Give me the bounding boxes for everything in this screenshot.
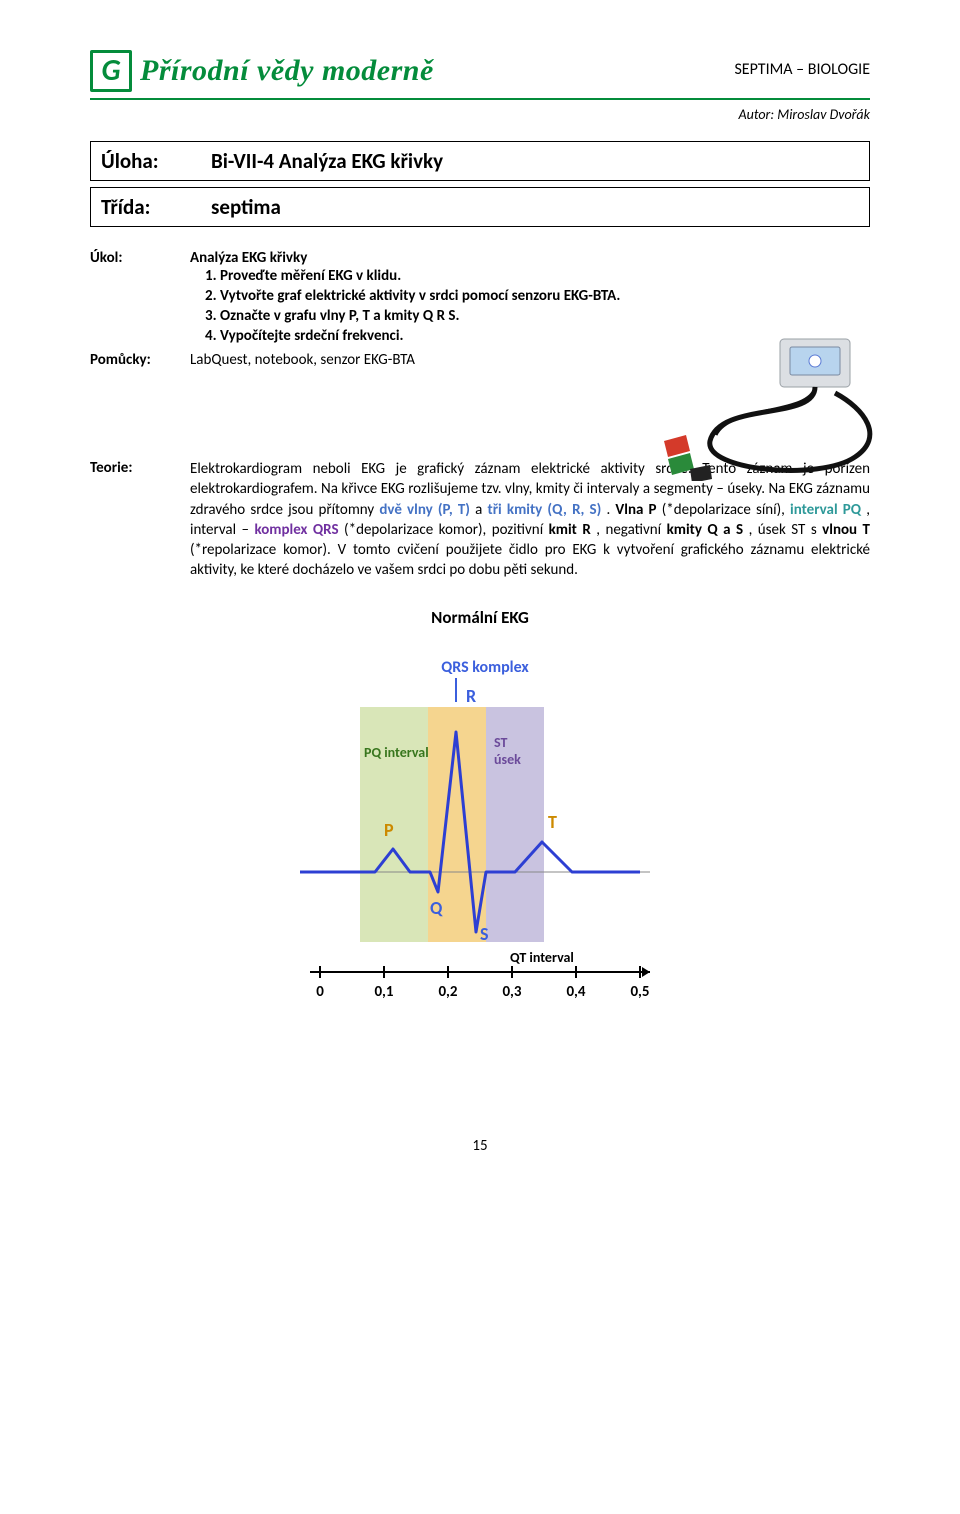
doc-context: SEPTIMA – BIOLOGIE [734, 60, 870, 79]
section-pomucky: Pomůcky: LabQuest, notebook, senzor EKG-… [90, 351, 870, 369]
text-bold: vlnou T [822, 521, 870, 539]
teorie-label: Teorie: [90, 459, 180, 581]
list-item: Proveďte měření EKG v klidu. [220, 267, 870, 285]
task-box: Úloha: Bi-VII-4 Analýza EKG křivky [90, 141, 870, 181]
svg-text:P: P [384, 819, 394, 841]
svg-text:ST: ST [494, 734, 507, 751]
svg-text:QT interval: QT interval [510, 949, 574, 966]
text-highlight: tři kmity (Q, R, S) [488, 501, 602, 519]
svg-text:Q: Q [430, 897, 443, 919]
text-bold: kmit R [549, 521, 591, 539]
svg-text:T: T [548, 811, 557, 833]
logo-g-icon: G [90, 50, 132, 92]
svg-text:QRS komplex: QRS komplex [441, 658, 529, 677]
text-bold: Vlna P [615, 501, 656, 519]
list-item: Označte v grafu vlny P, T a kmity Q R S. [220, 307, 870, 325]
svg-text:0,3: 0,3 [502, 983, 521, 1001]
svg-text:0: 0 [316, 983, 324, 1001]
text-bold: kmity Q a S [667, 521, 744, 539]
page-number: 15 [90, 1137, 870, 1155]
svg-text:0,5: 0,5 [630, 983, 649, 1001]
text: (*depolarizace komor), pozitivní [344, 521, 549, 539]
sensor-image [660, 331, 880, 481]
ekg-diagram: QRS komplex R PQ interval STúsek P T Q S QT inte… [280, 642, 680, 1022]
class-box: Třída: septima [90, 187, 870, 227]
text: (*repolarizace komor). V tomto cvičení p… [190, 541, 870, 579]
class-value: septima [211, 194, 281, 220]
ukol-heading: Analýza EKG křivky [190, 249, 870, 267]
text: , negativní [596, 521, 666, 539]
task-value: Bi-VII-4 Analýza EKG křivky [211, 148, 443, 174]
svg-text:0,4: 0,4 [566, 983, 585, 1001]
text-highlight: komplex QRS [254, 521, 338, 539]
svg-text:úsek: úsek [494, 751, 521, 768]
ekg-diagram-title: Normální EKG [90, 607, 870, 628]
task-label: Úloha: [101, 148, 191, 174]
text-highlight: dvě vlny (P, T) [379, 501, 470, 519]
text-highlight: interval PQ [790, 501, 861, 519]
header-right: SEPTIMA – BIOLOGIE [734, 60, 870, 79]
ukol-label: Úkol: [90, 249, 180, 347]
text: , úsek ST s [749, 521, 823, 539]
text: a [475, 501, 487, 519]
author-line: Autor: Miroslav Dvořák [90, 106, 870, 123]
svg-text:0,1: 0,1 [374, 983, 393, 1001]
svg-text:PQ interval: PQ interval [364, 744, 429, 761]
pomucky-label: Pomůcky: [90, 351, 180, 369]
svg-text:R: R [466, 685, 476, 707]
svg-text:S: S [480, 923, 489, 945]
logo-letter: G [101, 56, 120, 86]
text: (*depolarizace síní), [662, 501, 790, 519]
list-item: Vytvořte graf elektrické aktivity v srdc… [220, 287, 870, 305]
header-rule [90, 98, 870, 100]
page-header: G Přírodní vědy moderně SEPTIMA – BIOLOG… [90, 50, 870, 92]
ekg-diagram-wrap: Normální EKG QRS komplexRPQ intervalSTús… [90, 607, 870, 1027]
class-label: Třída: [101, 194, 191, 220]
svg-text:0,2: 0,2 [438, 983, 457, 1001]
brand-text: Přírodní vědy moderně [140, 54, 434, 88]
